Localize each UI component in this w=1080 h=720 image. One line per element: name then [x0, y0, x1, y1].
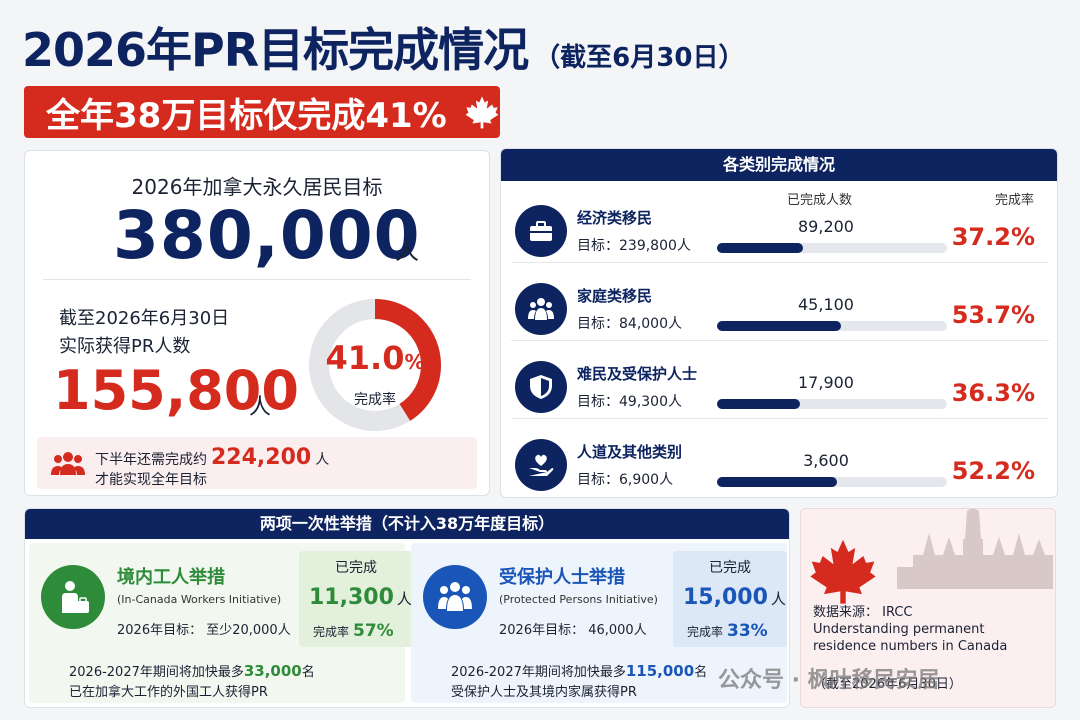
category-name: 人道及其他类别	[577, 443, 683, 461]
as-of-text: 截至2026年6月30日 实际获得PR人数	[59, 305, 289, 361]
category-progress-card: 各类别完成情况 已完成人数 完成率 经济类移民目标：239,800人 89,200…	[500, 148, 1058, 498]
category-icon-badge	[515, 439, 567, 491]
protected-done-box: 已完成 15,000 人 完成率 33%	[673, 551, 787, 647]
source-label: 数据来源： IRCC	[813, 605, 913, 620]
remaining-line2: 才能实现全年目标	[95, 472, 207, 488]
workers-rate: 完成率 57%	[313, 621, 394, 641]
category-done-count: 17,900	[798, 373, 854, 392]
category-target: 目标：49,300人	[577, 394, 682, 410]
page-title: 2026年PR目标完成情况 （截至6月30日）	[22, 14, 744, 80]
protected-en-name: (Protected Persons Initiative)	[499, 593, 658, 606]
category-progress-fill	[717, 477, 838, 487]
annual-goal-card: 2026年加拿大永久居民目标 380,000 人 截至2026年6月30日 实际…	[24, 150, 490, 496]
protected-done-value: 15,000 人	[683, 585, 786, 610]
banner-text: 全年38万目标仅完成41%	[46, 95, 447, 136]
category-name: 家庭类移民	[577, 287, 653, 305]
category-done-count: 3,600	[803, 451, 849, 470]
category-rate: 36.3%	[951, 379, 1035, 407]
protected-rate: 完成率 33%	[687, 621, 768, 641]
category-rate: 37.2%	[951, 223, 1035, 251]
parliament-building-icon	[897, 509, 1053, 589]
category-name: 难民及受保护人士	[577, 365, 698, 383]
goal-label: 2026年加拿大永久居民目标	[131, 175, 383, 199]
category-progress-fill	[717, 399, 801, 409]
category-name: 经济类移民	[577, 209, 653, 227]
divider	[43, 279, 471, 280]
category-target: 目标：239,800人	[577, 238, 691, 254]
completion-label: 完成率	[354, 392, 396, 408]
protected-initiative-panel: 受保护人士举措 (Protected Persons Initiative) 2…	[411, 543, 787, 703]
category-row: 经济类移民目标：239,800人 89,200 37.2%	[511, 193, 1049, 263]
category-progress-track	[717, 243, 947, 253]
maple-leaf-icon	[465, 96, 499, 129]
workers-done-label: 已完成	[335, 560, 377, 576]
one-time-measures-card: 两项一次性举措（不计入38万年度目标） 境内工人举措 (In-Canada Wo…	[24, 508, 790, 708]
watermark: 公众号 · 枫叶移民安居	[718, 668, 940, 693]
workers-note: 2026-2027年期间将加快最多33,000名 已在加拿大工作的外国工人获得P…	[69, 662, 315, 700]
remaining-line: 下半年还需完成约 224,200 人	[95, 445, 330, 470]
group-icon	[423, 565, 487, 629]
workers-name: 境内工人举措	[117, 567, 225, 588]
goal-value: 380,000	[113, 197, 421, 274]
category-progress-track	[717, 399, 947, 409]
protected-target: 2026年目标： 46,000人	[499, 623, 647, 638]
category-progress-track	[717, 477, 947, 487]
workers-initiative-panel: 境内工人举措 (In-Canada Workers Initiative) 20…	[29, 543, 413, 703]
goal-unit: 人	[395, 237, 419, 265]
completion-donut	[309, 299, 441, 431]
measures-header: 两项一次性举措（不计入38万年度目标）	[25, 509, 789, 539]
title-main: 2026年PR目标完成情况	[22, 23, 529, 77]
data-source-card: 数据来源： IRCC Understanding permanent resid…	[800, 508, 1056, 708]
people-icon	[51, 452, 85, 475]
source-title: Understanding permanent residence number…	[813, 622, 1008, 654]
worker-icon	[41, 565, 105, 629]
source-date: （截至2026年6月30日）	[813, 677, 962, 692]
protected-name: 受保护人士举措	[499, 567, 625, 588]
as-of-date: 截至2026年6月30日	[59, 308, 230, 329]
workers-done-value: 11,300 人	[309, 585, 412, 610]
col-header-done: 已完成人数	[787, 193, 853, 208]
category-done-count: 89,200	[798, 217, 854, 236]
maple-leaf-icon	[810, 539, 876, 604]
workers-en-name: (In-Canada Workers Initiative)	[117, 593, 282, 606]
category-rate: 52.2%	[951, 457, 1035, 485]
category-icon-badge	[515, 205, 567, 257]
protected-note: 2026-2027年期间将加快最多115,000名 受保护人士及其境内家属获得P…	[451, 662, 708, 700]
workers-done-box: 已完成 11,300 人 完成率 57%	[299, 551, 413, 647]
category-progress-track	[717, 321, 947, 331]
workers-target: 2026年目标： 至少20,000人	[117, 623, 291, 638]
category-progress-fill	[717, 321, 841, 331]
category-header: 各类别完成情况	[501, 149, 1057, 181]
remaining-value: 224,200	[211, 445, 312, 470]
category-done-count: 45,100	[798, 295, 854, 314]
category-row: 难民及受保护人士 目标：49,300人 17,900 36.3%	[511, 349, 1049, 419]
completion-percent: 41.0%	[325, 339, 425, 377]
actual-pr-unit: 人	[249, 395, 272, 420]
category-icon-badge	[515, 283, 567, 335]
category-rate: 53.7%	[951, 301, 1035, 329]
category-progress-fill	[717, 243, 803, 253]
category-row: 人道及其他类别 目标：6,900人 3,600 52.2%	[511, 427, 1049, 497]
as-of-desc: 实际获得PR人数	[59, 336, 191, 357]
category-icon-badge	[515, 361, 567, 413]
category-target: 目标：84,000人	[577, 316, 682, 332]
title-subtitle: （截至6月30日）	[534, 43, 745, 73]
protected-done-label: 已完成	[709, 560, 751, 576]
category-row: 家庭类移民目标：84,000人 45,100 53.7%	[511, 271, 1049, 341]
actual-pr-value: 155,800	[53, 359, 299, 422]
category-target: 目标：6,900人	[577, 472, 674, 488]
headline-banner: 全年38万目标仅完成41%	[24, 86, 500, 138]
remaining-notice: 下半年还需完成约 224,200 人 才能实现全年目标	[37, 437, 477, 489]
col-header-rate: 完成率	[995, 193, 1035, 208]
